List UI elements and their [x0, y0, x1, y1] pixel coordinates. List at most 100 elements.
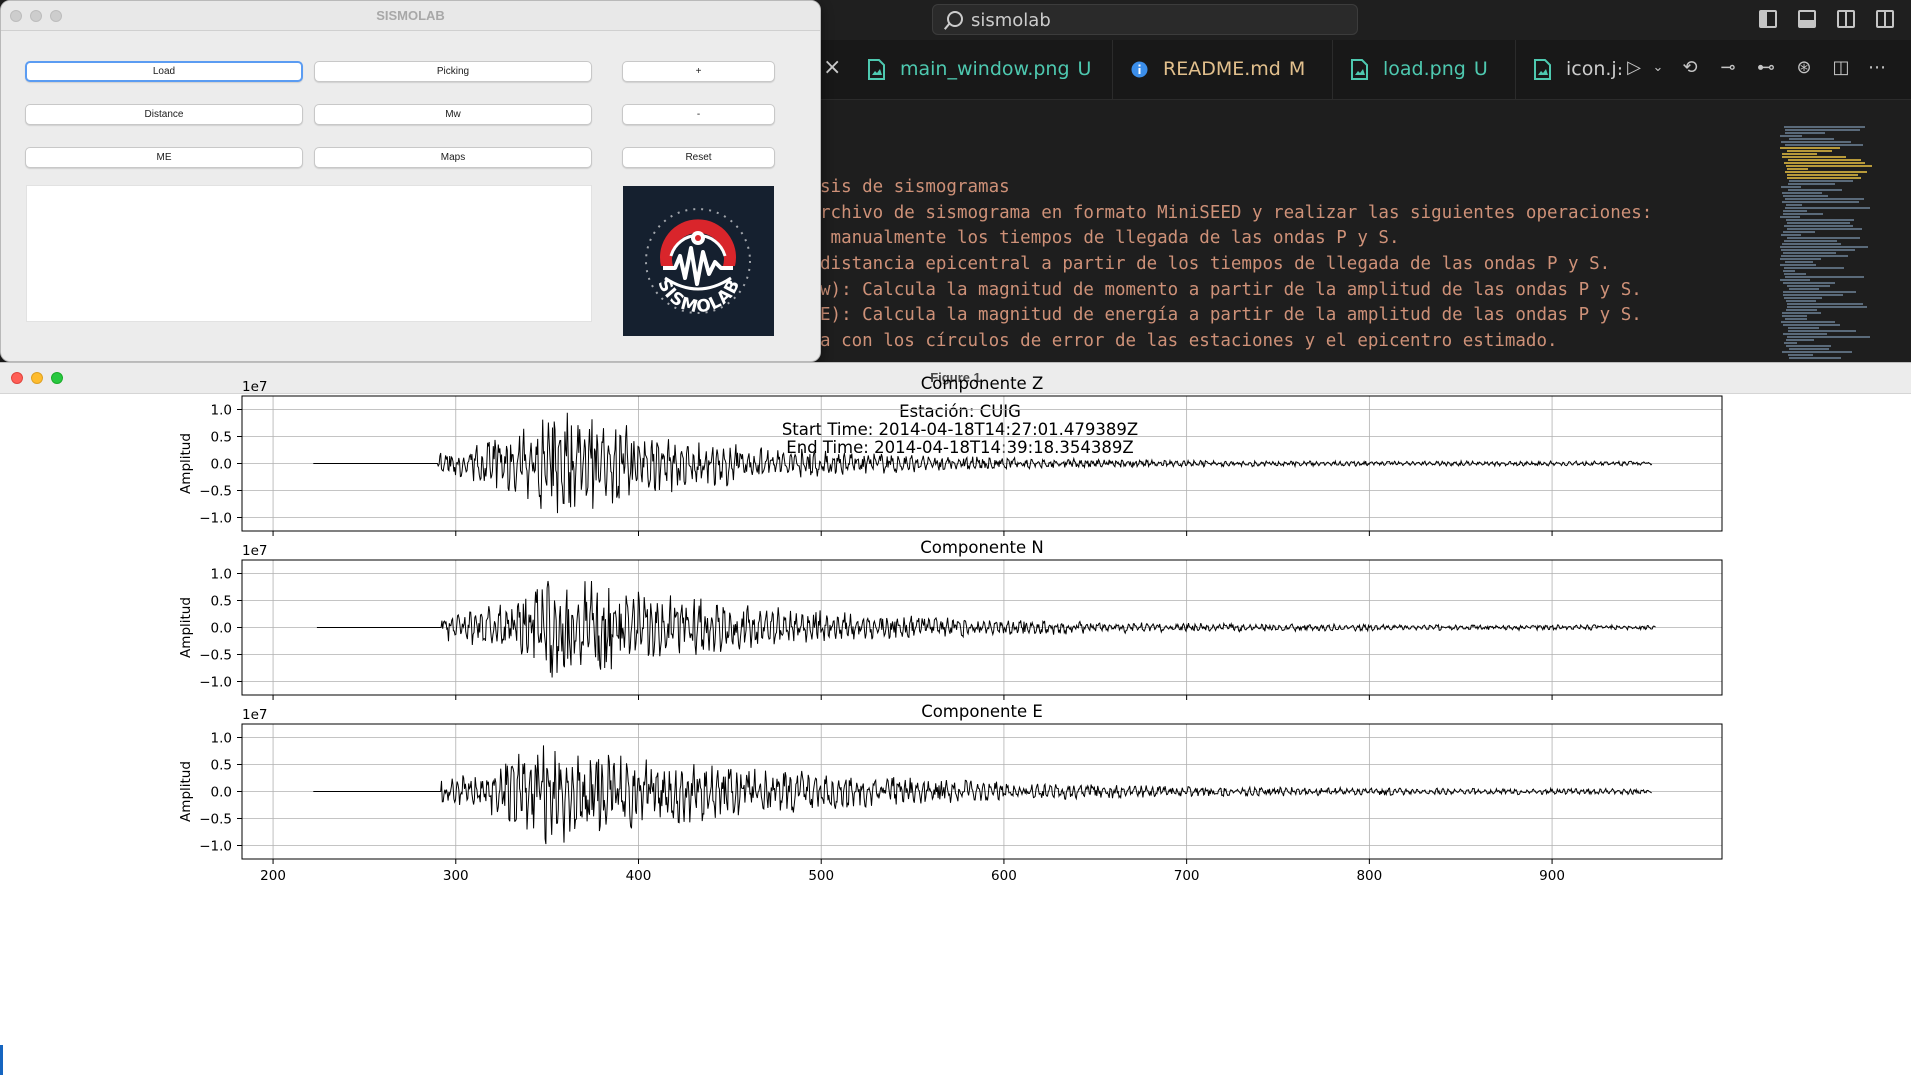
command-center-search[interactable]: sismolab: [932, 4, 1358, 35]
zoom-window-button[interactable]: [50, 10, 62, 22]
minimap-line: [1780, 147, 1840, 149]
minimap-line: [1782, 153, 1817, 155]
minimap-line: [1784, 297, 1822, 299]
chevron-down-icon[interactable]: ⌄: [1652, 60, 1664, 75]
split-editor-icon[interactable]: ◫: [1832, 57, 1850, 78]
minimap[interactable]: [1778, 126, 1893, 366]
waveform-line: [313, 745, 1652, 845]
maps-button[interactable]: Maps: [314, 147, 592, 168]
minimap-line: [1783, 210, 1807, 212]
y-tick-label: 1.0: [211, 403, 232, 419]
station-label: Estación: CUIG: [899, 402, 1021, 421]
info-icon: [1131, 61, 1148, 78]
y-tick-label: 0.5: [211, 594, 232, 610]
tab-main-window-png[interactable]: main_window.png U: [850, 40, 1113, 99]
y-tick-label: −0.5: [199, 648, 232, 664]
minimap-line: [1780, 264, 1816, 266]
y-tick-label: −1.0: [199, 839, 232, 855]
distance-button[interactable]: Distance: [25, 104, 303, 125]
toggle-secondary-sidebar-icon[interactable]: [1837, 10, 1855, 28]
minimap-line: [1780, 216, 1800, 218]
minimap-line: [1787, 177, 1861, 179]
minimap-line: [1783, 213, 1823, 215]
minimap-line: [1782, 312, 1821, 314]
minimap-line: [1784, 240, 1837, 242]
code-line: manualmente los tiempos de llegada de la…: [820, 228, 1400, 248]
y-tick-label: 0.0: [211, 785, 232, 801]
minimap-line: [1788, 327, 1819, 329]
me-button[interactable]: ME: [25, 147, 303, 168]
minimap-line: [1787, 150, 1832, 152]
minimap-line: [1784, 273, 1806, 275]
minimize-window-button[interactable]: [30, 10, 42, 22]
x-tick-label: 700: [1174, 868, 1200, 884]
load-button[interactable]: Load: [25, 61, 303, 82]
minimize-window-button[interactable]: [31, 372, 43, 384]
customize-layout-icon[interactable]: [1876, 10, 1894, 28]
toggle-primary-sidebar-icon[interactable]: [1759, 10, 1777, 28]
image-file-icon: [1351, 59, 1368, 80]
minimap-line: [1785, 132, 1825, 134]
tab-readme-md[interactable]: README.md M: [1113, 40, 1333, 99]
minimap-line: [1787, 228, 1862, 230]
waveform-line: [316, 580, 1656, 678]
x-tick-label: 200: [260, 868, 286, 884]
tab-label: icon.j։: [1566, 58, 1624, 80]
tab-icon-jpg[interactable]: icon.j։: [1516, 40, 1636, 99]
figure-titlebar: Figure 1: [0, 363, 1911, 394]
tab-label: load.png: [1383, 58, 1466, 80]
minimap-line: [1785, 276, 1864, 278]
y-tick-label: 0.5: [211, 758, 232, 774]
minimap-line: [1783, 195, 1828, 197]
reset-button[interactable]: Reset: [622, 147, 775, 168]
x-tick-label: 800: [1356, 868, 1382, 884]
code-editor[interactable]: sis de sismogramas rchivo de sismograma …: [820, 100, 1880, 365]
more-actions-icon[interactable]: ⋯: [1868, 57, 1886, 78]
window-title: SISMOLAB: [376, 8, 445, 23]
panel-title: Componente Z: [921, 374, 1044, 393]
next-change-icon[interactable]: ⊷: [1757, 57, 1775, 78]
tab-status: M: [1288, 58, 1306, 80]
x-tick-label: 500: [808, 868, 834, 884]
minimap-line: [1784, 162, 1865, 164]
open-changes-icon[interactable]: ⟲: [1682, 57, 1698, 78]
picking-button[interactable]: Picking: [314, 61, 592, 82]
code-line: rchivo de sismograma en formato MiniSEED…: [820, 202, 1653, 223]
x-tick-label: 600: [991, 868, 1017, 884]
minimap-line: [1784, 225, 1853, 227]
close-window-button[interactable]: [10, 10, 22, 22]
minimap-line: [1785, 261, 1813, 263]
source-control-icon[interactable]: ⊛: [1796, 57, 1812, 78]
minimap-line: [1783, 282, 1835, 284]
y-axis-label: Amplitud: [178, 433, 194, 494]
minimap-line: [1786, 309, 1817, 311]
minimap-line: [1781, 141, 1851, 143]
minimap-line: [1782, 351, 1852, 353]
output-text-area[interactable]: [26, 185, 592, 322]
code-line: E): Calcula la magnitud de energía a par…: [820, 305, 1642, 325]
minimap-line: [1782, 201, 1859, 203]
seismogram-plot[interactable]: Componente Z −1.0 −0.5 0.0 0.5 1.0 1e7 Amplitud…: [0, 363, 1911, 1076]
toggle-panel-icon[interactable]: [1798, 10, 1816, 28]
minimap-line: [1785, 144, 1863, 146]
sismolab-titlebar: SISMOLAB: [1, 1, 820, 31]
minimap-line: [1789, 138, 1834, 140]
tab-load-png[interactable]: load.png U: [1333, 40, 1516, 99]
zoom-out-button[interactable]: -: [622, 104, 775, 125]
sismolab-logo: SISMOLAB: [623, 186, 774, 336]
mw-button[interactable]: Mw: [314, 104, 592, 125]
close-window-button[interactable]: [11, 372, 23, 384]
search-text: sismolab: [971, 10, 1051, 31]
y-tick-label: −1.0: [199, 511, 232, 527]
minimap-line: [1787, 285, 1830, 287]
run-icon[interactable]: ▷: [1627, 57, 1641, 78]
minimap-line: [1787, 222, 1850, 224]
close-icon[interactable]: ×: [823, 55, 842, 80]
taskbar-accent: [0, 1045, 3, 1075]
zoom-window-button[interactable]: [51, 372, 63, 384]
y-tick-label: −0.5: [199, 812, 232, 828]
minimap-line: [1781, 321, 1835, 323]
zoom-in-button[interactable]: +: [622, 61, 775, 82]
timeline-icon[interactable]: ⊸: [1720, 57, 1736, 78]
tab-label: main_window.png: [900, 58, 1070, 80]
